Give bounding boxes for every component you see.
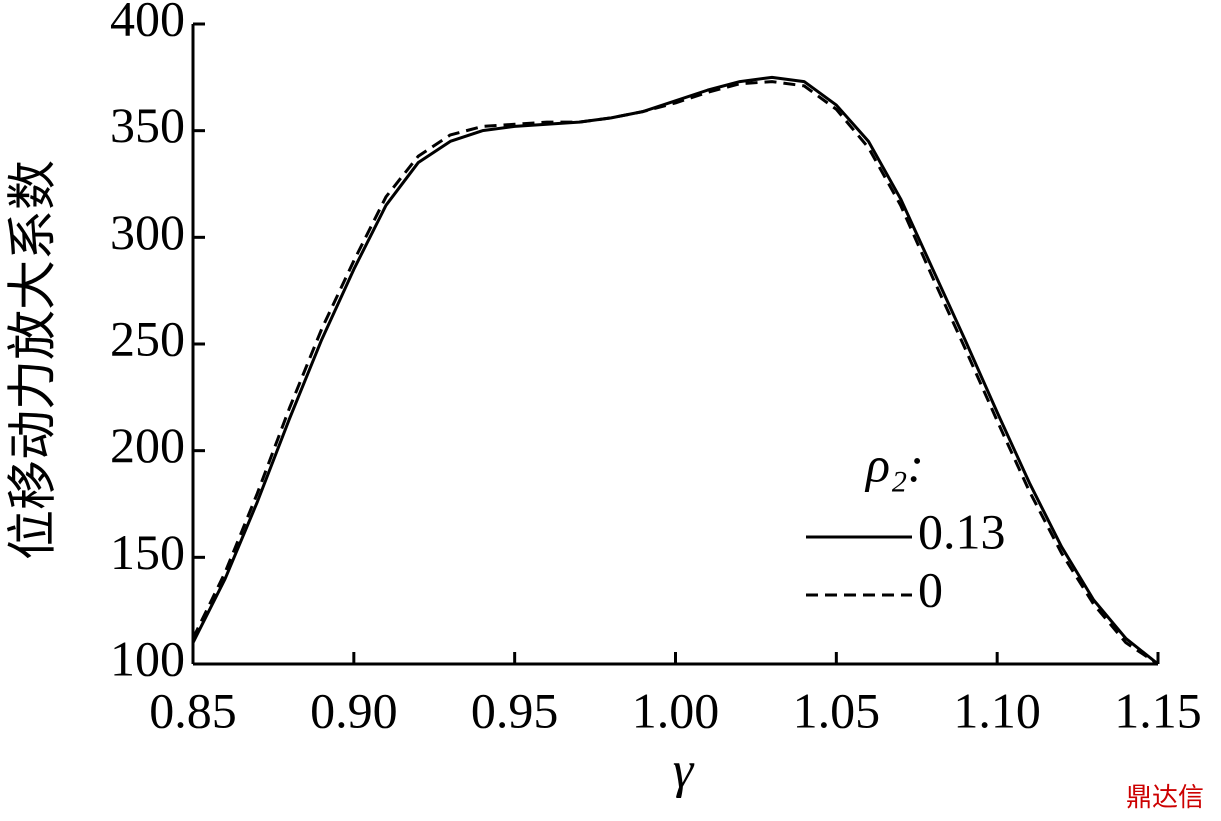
series-line [191,80,1159,666]
x-tick-label: 1.10 [953,682,1041,738]
y-tick-label: 300 [110,204,185,260]
legend-title: ρ₂: [864,436,924,492]
legend-label: 0 [918,561,943,617]
x-tick-label: 0.95 [471,682,559,738]
legend-label: 0.13 [918,503,1006,559]
y-tick-label: 400 [110,0,185,46]
x-axis-label: γ [673,742,695,799]
x-tick-label: 0.90 [310,682,398,738]
y-tick-label: 350 [110,97,185,153]
watermark: 鼎达信 [1126,783,1204,812]
y-tick-label: 250 [110,310,185,366]
y-tick-label: 200 [110,417,185,473]
x-tick-label: 1.15 [1114,682,1202,738]
x-tick-label: 1.00 [632,682,720,738]
y-tick-label: 100 [110,630,185,686]
series-line [191,75,1159,666]
x-tick-label: 0.85 [149,682,237,738]
x-tick-label: 1.05 [793,682,881,738]
y-tick-label: 150 [110,524,185,580]
y-axis-label: 位移动力放大系数 [4,160,60,560]
